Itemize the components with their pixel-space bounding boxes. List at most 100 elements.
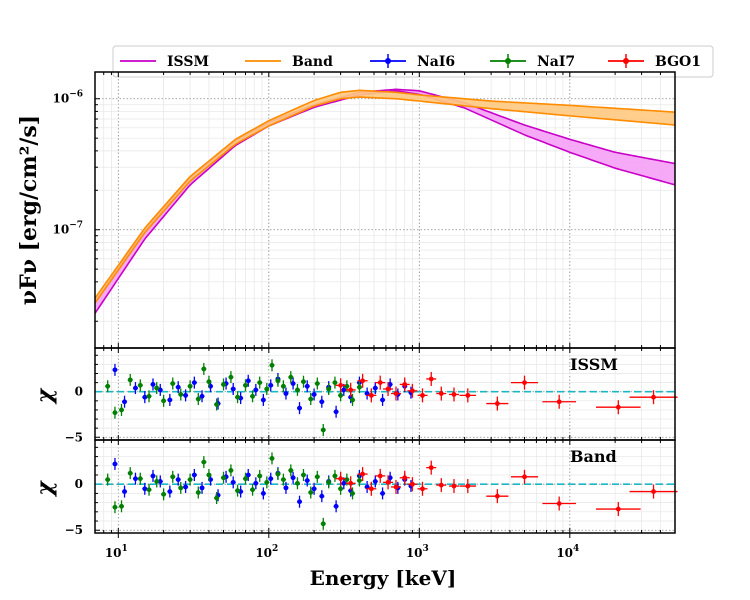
- data-point: [161, 398, 167, 404]
- data-point: [260, 397, 266, 403]
- legend-label: ISSM: [167, 54, 209, 70]
- data-point: [295, 387, 300, 393]
- data-point: [393, 391, 399, 396]
- data-point: [308, 396, 314, 402]
- data-point: [360, 378, 366, 384]
- data-point: [187, 477, 193, 482]
- data-point: [341, 387, 347, 393]
- tick-label-base: 10: [105, 546, 122, 560]
- legend-box: [112, 45, 714, 78]
- data-point: [326, 386, 332, 392]
- tick-label: 104: [556, 544, 579, 560]
- data-point: [333, 409, 339, 415]
- data-point: [127, 470, 133, 476]
- data-point: [137, 382, 143, 388]
- y-axis-label: νFν [erg/cm²/s]: [16, 115, 42, 305]
- series-nai7: [105, 452, 362, 530]
- data-point: [268, 476, 274, 482]
- data-point: [338, 382, 344, 388]
- data-point: [235, 488, 240, 494]
- tick-label-base: 10: [52, 223, 69, 237]
- data-point: [264, 479, 270, 485]
- data-point: [333, 503, 339, 509]
- data-point: [206, 379, 212, 385]
- data-point: [410, 388, 415, 394]
- legend-entry-bgo1: BGO1: [608, 54, 701, 70]
- data-point: [157, 479, 163, 484]
- data-point: [170, 474, 176, 480]
- data-point: [372, 479, 378, 484]
- data-point: [245, 472, 251, 478]
- data-point: [368, 392, 374, 398]
- data-point: [250, 487, 255, 493]
- data-point: [127, 377, 133, 383]
- data-point: [167, 397, 173, 403]
- data-point: [269, 362, 275, 368]
- data-point: [319, 399, 325, 405]
- data-point: [326, 479, 332, 485]
- legend-entry-issm: ISSM: [120, 54, 209, 70]
- legend-label: NaI6: [417, 54, 455, 70]
- series-bgo1: [335, 371, 678, 415]
- data-point: [377, 380, 383, 386]
- data-point: [112, 410, 118, 416]
- data-point: [410, 481, 415, 487]
- tick-label-base: 10: [52, 92, 69, 106]
- model-band-issm: [95, 89, 675, 314]
- model-issm: [94, 88, 676, 314]
- data-point: [451, 483, 457, 489]
- data-point: [290, 475, 296, 481]
- residual-panel-label: ISSM: [570, 355, 618, 374]
- data-point: [206, 472, 212, 478]
- data-point: [283, 485, 289, 491]
- data-point: [311, 486, 317, 492]
- tick-label: 103: [406, 544, 429, 560]
- data-point: [556, 399, 562, 405]
- tick-label: 10−6: [52, 90, 83, 106]
- data-point: [297, 405, 302, 411]
- data-point: [122, 399, 127, 405]
- data-point: [133, 385, 138, 391]
- legend-entry-band: Band: [245, 54, 333, 70]
- data-point: [311, 392, 317, 397]
- data-point: [357, 384, 362, 390]
- data-point: [275, 471, 281, 477]
- data-point: [420, 486, 425, 492]
- data-point: [297, 499, 302, 505]
- data-point: [556, 501, 562, 506]
- tick-label: −5: [65, 430, 83, 444]
- data-point: [142, 394, 148, 400]
- data-point: [170, 381, 176, 386]
- x-axis-label: Energy [keV]: [310, 566, 457, 590]
- data-point: [187, 383, 193, 389]
- data-point: [332, 473, 338, 479]
- data-point: [243, 476, 248, 482]
- data-point: [183, 392, 189, 398]
- data-point: [288, 374, 294, 380]
- series-nai7: [105, 359, 362, 436]
- data-point: [494, 493, 500, 499]
- data-point: [228, 467, 234, 473]
- tick-label: 0: [75, 385, 83, 399]
- data-point: [175, 384, 181, 390]
- data-point: [387, 475, 393, 481]
- data-point: [387, 382, 393, 387]
- data-point: [268, 382, 274, 388]
- data-point: [304, 383, 310, 389]
- data-point: [451, 392, 457, 397]
- data-point: [280, 383, 286, 389]
- data-point: [119, 503, 124, 509]
- legend-label: Band: [292, 54, 333, 70]
- data-point: [402, 475, 408, 481]
- data-point: [380, 491, 385, 496]
- series-bgo1: [335, 460, 678, 517]
- data-point: [385, 386, 391, 392]
- data-point: [332, 380, 338, 386]
- data-point: [465, 483, 471, 489]
- data-point: [380, 397, 385, 403]
- tick-label: 101: [105, 544, 128, 560]
- residual-panel-band: 0 −5 Band χ: [32, 439, 678, 537]
